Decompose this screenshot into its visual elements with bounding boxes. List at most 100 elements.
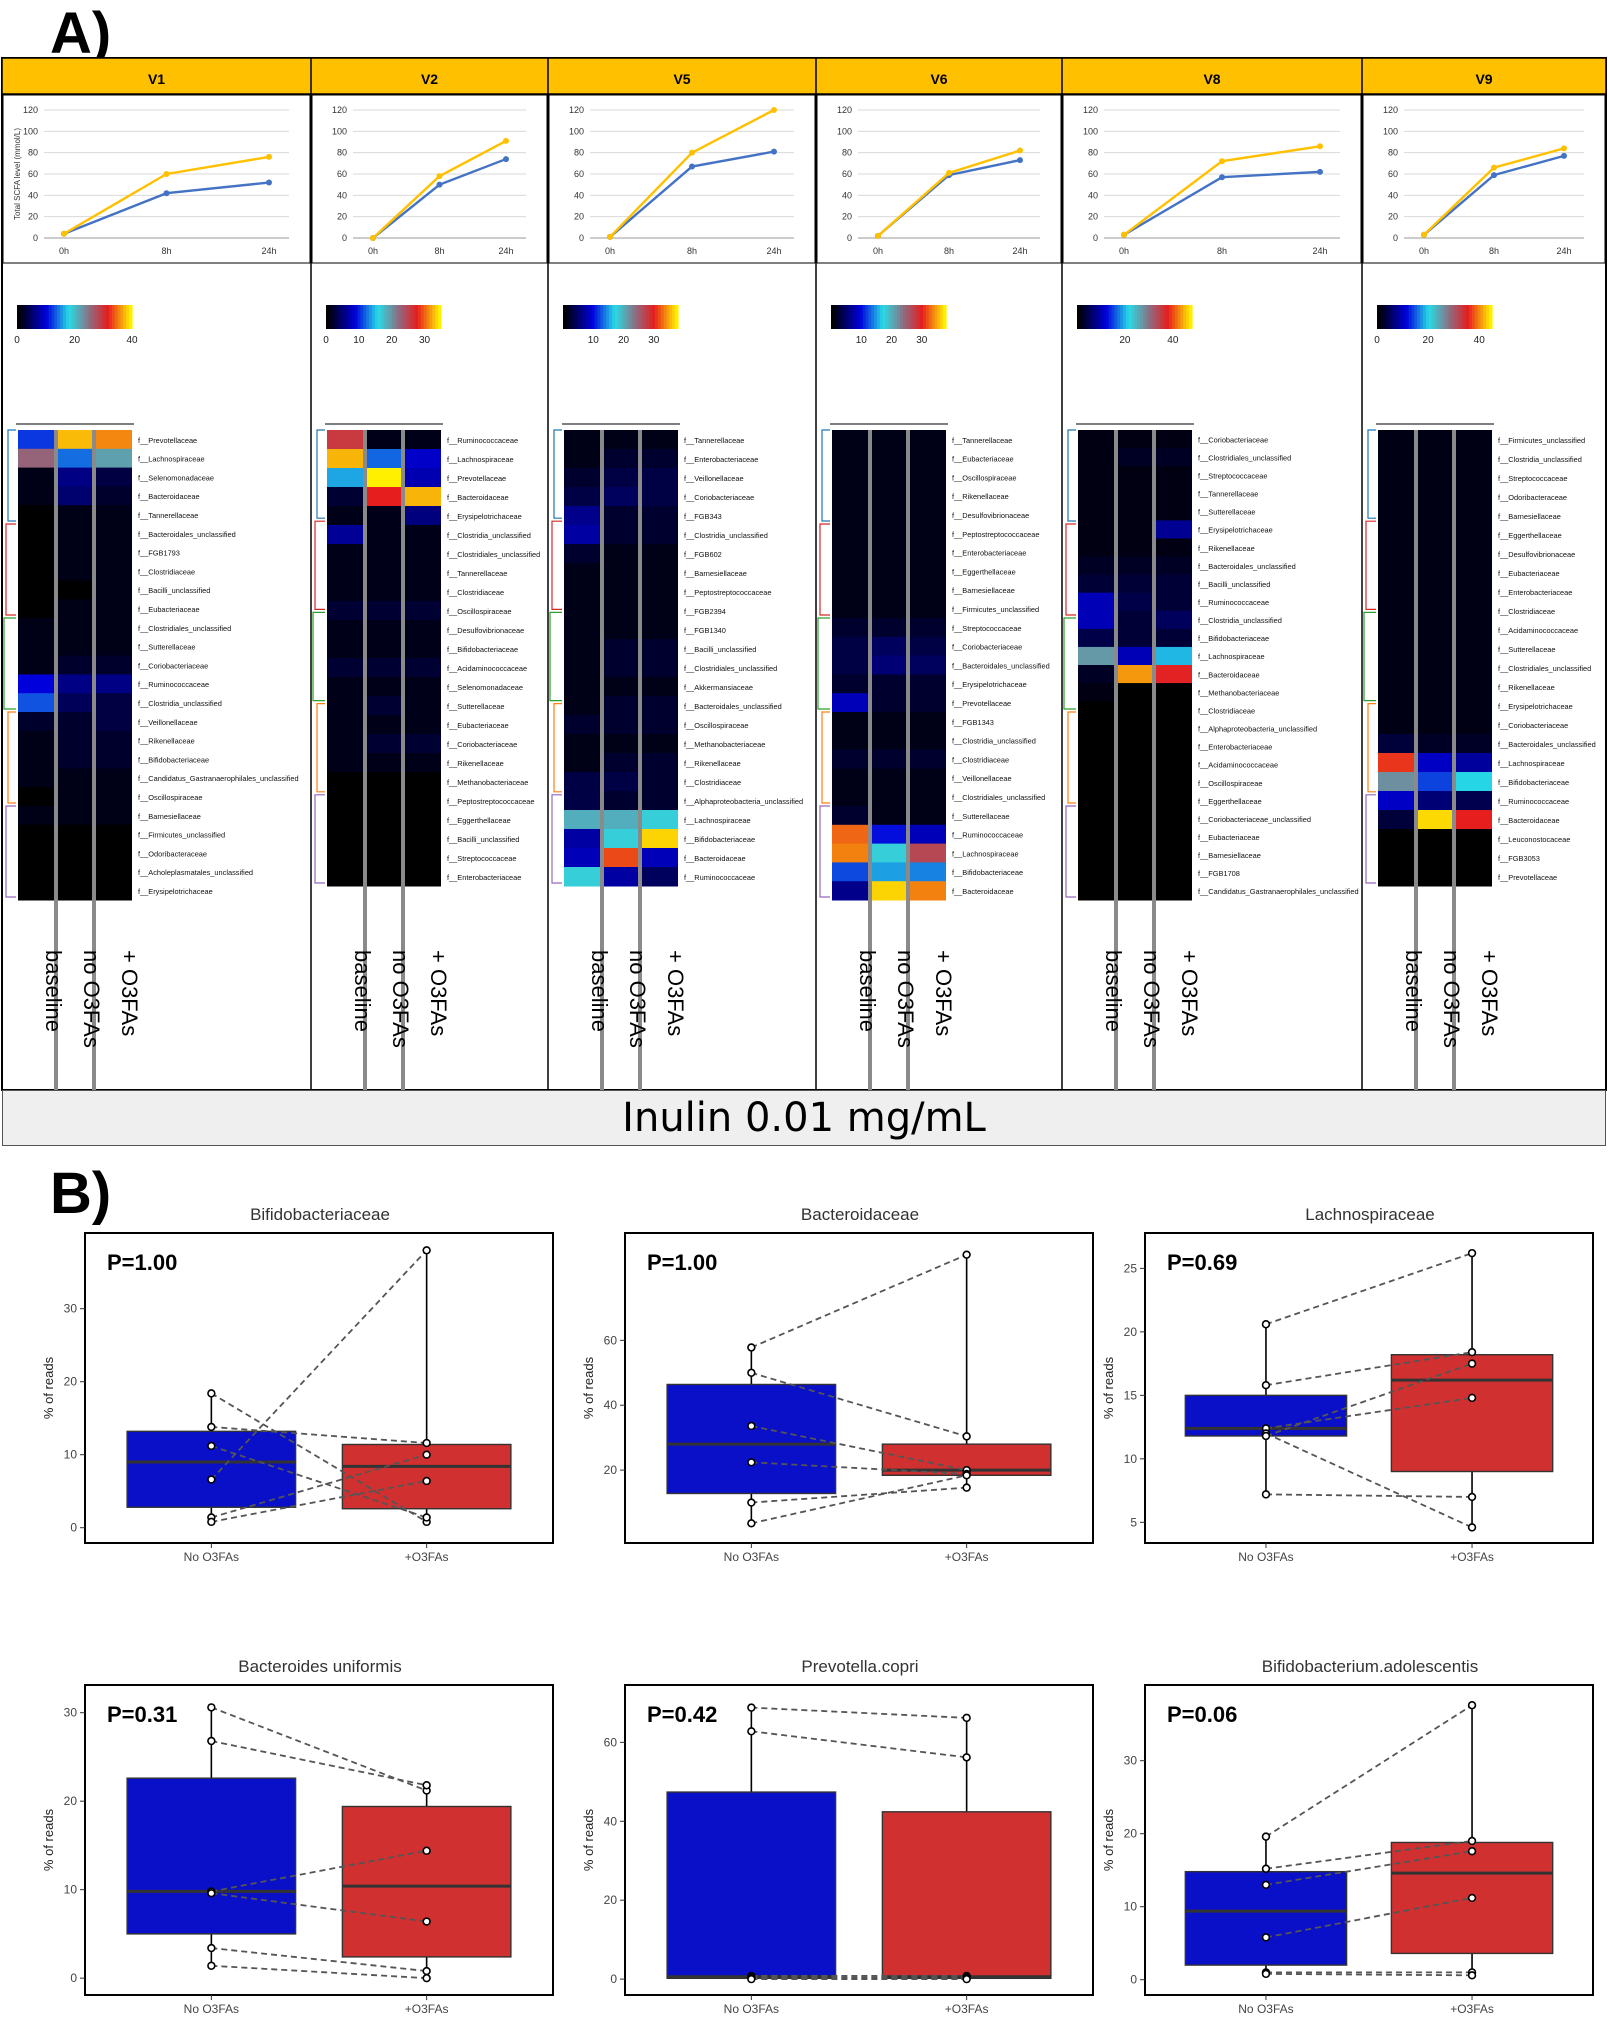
taxon-label: f__Odoribacteraceae (1498, 493, 1567, 502)
heatmap-cell (1454, 563, 1492, 583)
scale-swatch (603, 305, 607, 329)
sample-point (1467, 1523, 1477, 1532)
sample-point (422, 1513, 431, 1522)
heatmap-cell (403, 734, 441, 754)
heatmap-cell (1154, 773, 1192, 793)
taxon-label: f__Clostridiaceae (952, 755, 1009, 764)
sample-point (207, 1513, 216, 1522)
heatmap-cell (1078, 827, 1116, 847)
scale-tick-label: 40 (1474, 335, 1486, 346)
heatmap-cell (365, 753, 403, 773)
heatmap-cell (1116, 448, 1154, 467)
dendrogram-branch (551, 520, 562, 610)
scale-tick-label: 20 (618, 335, 630, 346)
heatmap-cell (56, 599, 94, 619)
heatmap-cell (1454, 620, 1492, 640)
heatmap-cell (403, 677, 441, 697)
heatmap-cell (1416, 810, 1454, 830)
taxon-label: f__Rikenellaceae (138, 737, 195, 746)
scale-swatch (928, 305, 933, 329)
inulin-footer: Inulin 0.01 mg/mL (2, 1090, 1606, 1146)
x-tick-label-no-o3fas: No O3FAs (184, 2002, 239, 2016)
dendrogram-branch (549, 611, 562, 702)
scale-swatch (380, 305, 385, 329)
pair-line (751, 1371, 967, 1438)
taxon-label: f__Barnesiellaceae (684, 569, 747, 578)
taxon-label: f__Erysipelotrichaceae (138, 887, 213, 896)
scale-swatch (879, 305, 884, 329)
heatmap-cell (1116, 719, 1154, 738)
heatmap-cell (365, 658, 403, 678)
taxon-label: f__Lachnospiraceae (684, 816, 751, 825)
sample-point (747, 1971, 756, 1981)
y-tick-label: 60 (1388, 169, 1398, 179)
x-tick-label-no-o3fas: No O3FAs (1238, 2002, 1293, 2016)
plot-frame (84, 1684, 554, 1996)
heatmap-cell (1116, 863, 1154, 883)
x-tick-label-plus-o3fas: +O3FAs (945, 1550, 989, 1564)
heatmap-cell (1078, 646, 1116, 666)
heatmap-cell (56, 862, 94, 882)
heatmap-v1: 0 20 40 f__Prevotellaceae f__Lachnospiraceae… (3, 305, 299, 1090)
heatmap-cell (1116, 881, 1154, 901)
heatmap-cell (564, 677, 602, 697)
scale-swatch (1402, 305, 1407, 329)
sample-point (962, 1971, 971, 1981)
y-tick-label: 20 (842, 212, 852, 222)
scale-swatch (1091, 305, 1095, 329)
dendrogram-branch (5, 805, 16, 898)
scale-swatch (357, 305, 362, 329)
column-label-baseline: baseline (855, 950, 880, 1032)
y-tick-label: 80 (842, 148, 852, 158)
heatmap-cell (1116, 430, 1154, 449)
taxon-label: f__Enterobacteriaceae (447, 873, 521, 882)
scale-swatch (851, 305, 855, 329)
x-tick-label: 24h (261, 246, 276, 256)
heatmap-cell (365, 468, 403, 488)
heatmap-cell (94, 806, 132, 826)
heatmap-v6: 10 20 30 f__Tannerellaceae f__Eubacteriaceae… (817, 305, 1050, 1090)
y-tick-label: 60 (604, 1735, 618, 1749)
x-tick-label: 0h (59, 246, 69, 256)
heatmap-cell (908, 486, 946, 506)
data-point (1219, 158, 1225, 165)
heatmap-cell (56, 712, 94, 732)
heatmap-cell (1154, 683, 1192, 702)
dendrogram-branch (553, 703, 562, 793)
y-tick-label: 40 (337, 190, 347, 200)
panel-b-label: B) (50, 1161, 112, 1226)
heatmap-cell (18, 881, 56, 901)
taxon-label: f__Bacteroidales_unclassified (138, 530, 236, 539)
scale-swatch (48, 305, 53, 329)
heatmap-cell (94, 881, 132, 901)
scale-swatch (83, 305, 87, 329)
taxon-label: f__Clostridiales_unclassified (138, 624, 231, 633)
taxon-label: f__Enterobacteriaceae (1498, 588, 1572, 597)
taxon-label: f__Barnesiellaceae (1498, 512, 1561, 521)
heatmap-cell (1454, 430, 1492, 450)
heatmap-cell (56, 674, 94, 694)
heatmap-cell (18, 636, 56, 657)
heatmap-cell (602, 829, 640, 849)
heatmap-cell (908, 599, 946, 619)
scale-swatch (111, 305, 116, 329)
column-label-plus-o3fas: + O3FAs (1177, 950, 1202, 1036)
heatmap-v5: 10 20 30 f__Tannerellaceae f__Enterobacteria… (549, 305, 803, 1090)
scale-swatch (874, 305, 878, 329)
sample-point (422, 1438, 431, 1448)
heatmap-cell (327, 525, 365, 545)
pair-line (1265, 1897, 1473, 1939)
sample-point (1467, 1968, 1477, 1977)
pair-line (1265, 1704, 1473, 1838)
data-point (875, 232, 881, 239)
heatmap-cell (870, 824, 908, 845)
scale-swatch (1454, 305, 1459, 329)
y-tick-label: 0 (1130, 1973, 1137, 1987)
sample-point (207, 1736, 216, 1746)
sample-point (1467, 1248, 1477, 1258)
y-tick-label: 10 (1124, 1452, 1138, 1466)
heatmap-cell (832, 599, 870, 619)
heatmap-cell (1454, 829, 1492, 849)
heatmap-cell (832, 674, 870, 694)
scale-swatch (897, 305, 901, 329)
